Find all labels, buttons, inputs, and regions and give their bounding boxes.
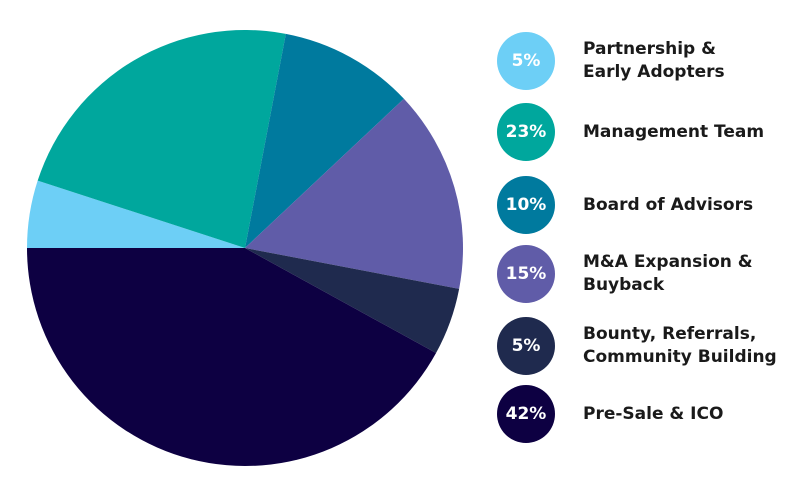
pie-slice-4 — [245, 98, 463, 289]
legend-badge: 5% — [497, 32, 555, 90]
legend-item: 23% Management Team — [497, 103, 788, 161]
legend-item: 5% Partnership & Early Adopters — [497, 32, 788, 90]
legend-badge: 15% — [497, 245, 555, 303]
legend-label: Management Team — [583, 121, 765, 142]
pie-slice-1 — [27, 180, 245, 248]
legend-badge: 5% — [497, 317, 555, 375]
legend-badge: 23% — [497, 103, 555, 161]
legend-label: M&A Expansion & Buyback — [583, 252, 753, 295]
pie-slice-6 — [27, 248, 437, 466]
legend-item: 15% M&A Expansion & Buyback — [497, 245, 788, 303]
legend-label: Bounty, Referrals, Community Building — [583, 324, 777, 367]
legend-badge: 42% — [497, 385, 555, 443]
legend-label: Partnership & Early Adopters — [583, 39, 725, 82]
legend-item: 5% Bounty, Referrals, Community Building — [497, 317, 788, 375]
pie-slice-2 — [37, 30, 286, 248]
pie-chart — [27, 30, 463, 466]
legend-badge: 10% — [497, 176, 555, 234]
pie-slice-5 — [245, 248, 460, 354]
legend-label: Pre-Sale & ICO — [583, 403, 724, 424]
legend: 5% Partnership & Early Adopters 23% Managem… — [497, 0, 797, 488]
legend-label: Board of Advisors — [583, 194, 754, 215]
pie-slice-3 — [245, 33, 404, 249]
legend-item: 42% Pre-Sale & ICO — [497, 385, 788, 443]
legend-item: 10% Board of Advisors — [497, 176, 788, 234]
